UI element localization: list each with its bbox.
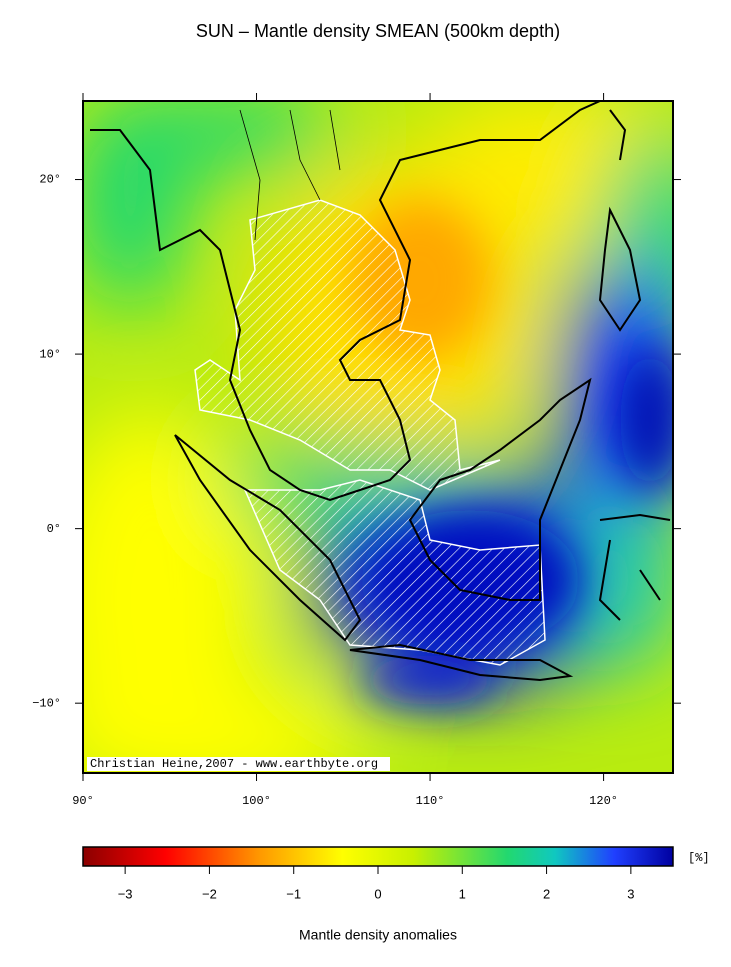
colorbar-tick-label: 1 (459, 886, 466, 901)
y-tick-label: 0° (47, 522, 61, 536)
density-field: Christian Heine,2007 - www.earthbyte.org (83, 101, 673, 773)
map-title: SUN – Mantle density SMEAN (500km depth) (196, 21, 560, 41)
y-tick-label: 10° (39, 347, 61, 361)
x-tick-label: 100° (242, 794, 271, 808)
colorbar-label: Mantle density anomalies (299, 927, 457, 943)
colorbar-tick-label: −2 (202, 886, 217, 901)
y-tick-label: 20° (39, 173, 61, 187)
map-frame (82, 100, 674, 774)
colorbar-tick-label: 2 (543, 886, 550, 901)
y-tick-label: −10° (32, 696, 61, 710)
colorbar-tick-label: 0 (374, 886, 381, 901)
colorbar-unit: [%] (688, 851, 710, 865)
x-tick-label: 120° (589, 794, 618, 808)
rivers (239, 109, 341, 241)
axes: 90° 100° 110° 120° −10° 0° 10° 20° −3 −2 −1 0 1 2 3 (32, 93, 681, 901)
x-tick-label: 110° (416, 794, 445, 808)
credit: Christian Heine,2007 - www.earthbyte.org (90, 757, 378, 771)
coastlines (90, 101, 671, 682)
credit-box (87, 757, 390, 771)
colorbar-tick-label: −3 (118, 886, 133, 901)
colorbar (82, 846, 674, 867)
terrane-outlines (194, 199, 546, 666)
colorbar-tick-label: −1 (286, 886, 301, 901)
colorbar-tick-label: 3 (627, 886, 634, 901)
x-tick-label: 90° (72, 794, 94, 808)
